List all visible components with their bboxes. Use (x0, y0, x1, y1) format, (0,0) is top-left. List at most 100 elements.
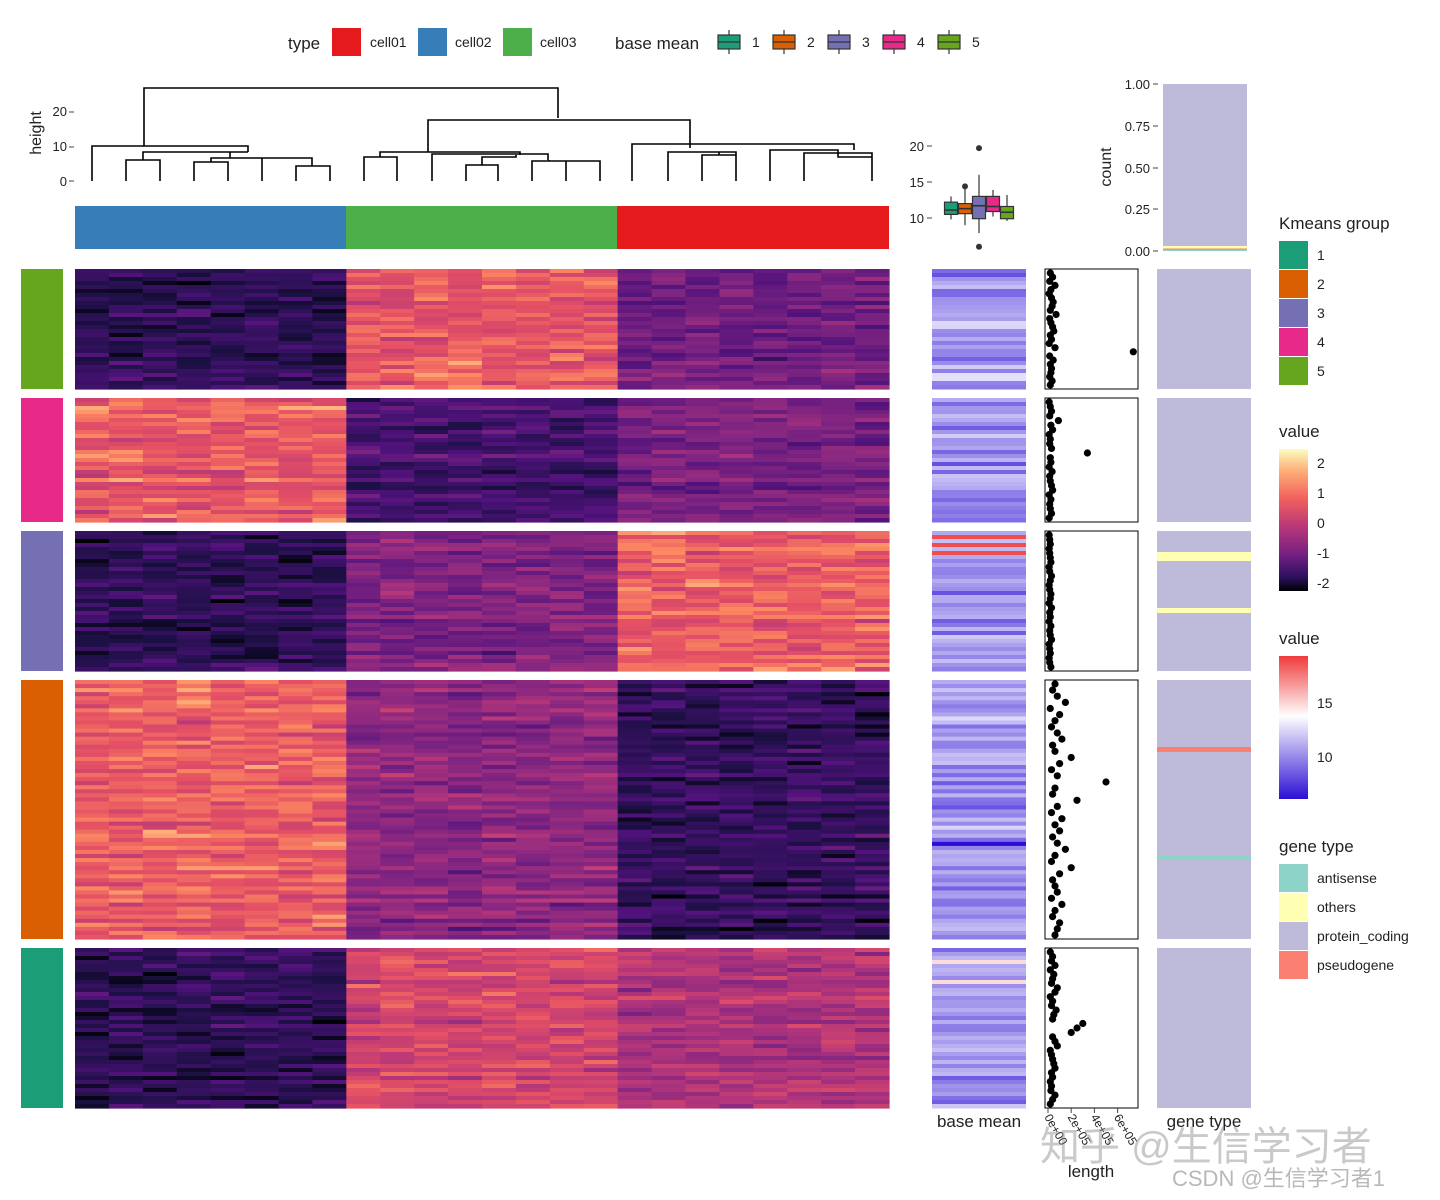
heatmap-cell (685, 728, 721, 734)
heatmap-cell (719, 910, 754, 916)
heatmap-cell (244, 886, 280, 892)
heatmap-cell (617, 821, 653, 827)
heatmap-cell (685, 934, 721, 940)
heatmap-cell (244, 281, 280, 286)
heatmap-cell (176, 1104, 212, 1109)
heatmap-cell (414, 494, 449, 499)
heatmap-cell (108, 353, 144, 358)
heatmap-cell (142, 926, 178, 932)
heatmap-cell (448, 720, 483, 726)
heatmap-cell (482, 333, 517, 338)
heatmap-cell (380, 1000, 415, 1005)
base-mean-cell (932, 518, 1026, 523)
heatmap-cell (583, 841, 619, 847)
heatmap-cell (278, 1064, 314, 1069)
heatmap-cell (75, 1068, 110, 1073)
heatmap-cell (583, 992, 619, 997)
heatmap-cell (176, 712, 212, 718)
heatmap-cell (176, 870, 212, 875)
heatmap-cell (312, 563, 347, 568)
heatmap-cell (549, 543, 585, 548)
heatmap-cell (515, 1020, 551, 1025)
heatmap-cell (549, 720, 585, 726)
heatmap-cell (617, 902, 653, 908)
base-mean-cell (932, 603, 1026, 608)
heatmap-cell (821, 301, 856, 306)
heatmap-cell (244, 817, 280, 823)
heatmap-cell (448, 357, 483, 362)
heatmap-cell (515, 567, 551, 572)
heatmap-cell (75, 696, 110, 701)
heatmap-cell (549, 680, 585, 685)
heatmap-cell (482, 531, 517, 536)
heatmap-cell (142, 635, 178, 640)
heatmap-cell (753, 793, 788, 798)
heatmap-cell (108, 603, 144, 608)
heatmap-cell (685, 458, 721, 463)
heatmap-cell (719, 980, 754, 985)
heatmap-cell (142, 700, 178, 705)
heatmap-cell (142, 474, 178, 479)
heatmap-cell (821, 615, 856, 620)
heatmap-cell (719, 514, 754, 519)
heatmap-cell (75, 809, 110, 815)
heatmap-cell (176, 773, 212, 778)
heatmap-cell (617, 1004, 653, 1009)
heatmap-cell (787, 659, 822, 664)
heatmap-cell (414, 874, 449, 879)
heatmap-cell (549, 1096, 585, 1101)
heatmap-cell (380, 1092, 415, 1097)
heatmap-cell (719, 627, 754, 632)
heatmap-cell (685, 639, 721, 644)
heatmap-cell (855, 285, 890, 290)
heatmap-cell (549, 466, 585, 471)
heatmap-cell (414, 996, 449, 1001)
heatmap-cell (312, 434, 347, 439)
heatmap-cell (515, 789, 551, 794)
heatmap-cell (753, 406, 788, 411)
heatmap-cell (651, 858, 687, 863)
heatmap-cell (448, 829, 483, 835)
heatmap-cell (482, 720, 517, 726)
heatmap-cell (75, 639, 110, 644)
heatmap-cell (482, 329, 517, 334)
heatmap-cell (448, 696, 483, 701)
heatmap-cell (346, 647, 381, 652)
heatmap-cell (583, 329, 619, 334)
base-mean-cell (932, 353, 1026, 358)
heatmap-cell (855, 894, 890, 900)
heatmap-cell (719, 960, 754, 965)
heatmap-cell (210, 829, 246, 835)
heatmap-cell (787, 1008, 822, 1013)
heatmap-cell (855, 341, 890, 346)
heatmap-cell (278, 494, 314, 499)
heatmap-cell (210, 531, 246, 536)
heatmap-cell (108, 964, 144, 969)
heatmap-cell (855, 773, 890, 778)
heatmap-cell (278, 663, 314, 668)
heatmap-cell (346, 353, 381, 358)
heatmap-cell (685, 817, 721, 823)
heatmap-cell (244, 1044, 280, 1049)
heatmap-cell (515, 964, 551, 969)
heatmap-cell (685, 369, 721, 374)
heatmap-cell (210, 1060, 246, 1065)
heatmap-cell (448, 934, 483, 940)
heatmap-cell (142, 918, 178, 924)
heatmap-cell (210, 591, 246, 596)
heatmap-cell (414, 269, 449, 274)
heatmap-cell (346, 720, 381, 726)
heatmap-cell (515, 490, 551, 495)
heatmap-cell (142, 470, 178, 475)
heatmap-cell (244, 325, 280, 330)
heatmap-cell (685, 809, 721, 815)
heatmap-cell (617, 438, 653, 443)
heatmap-cell (583, 1040, 619, 1045)
heatmap-cell (719, 406, 754, 411)
heatmap-cell (685, 902, 721, 908)
heatmap-cell (617, 1040, 653, 1045)
heatmap-cell (312, 611, 347, 616)
heatmap-cell (210, 886, 246, 892)
heatmap-cell (414, 1088, 449, 1093)
heatmap-cell (515, 724, 551, 730)
